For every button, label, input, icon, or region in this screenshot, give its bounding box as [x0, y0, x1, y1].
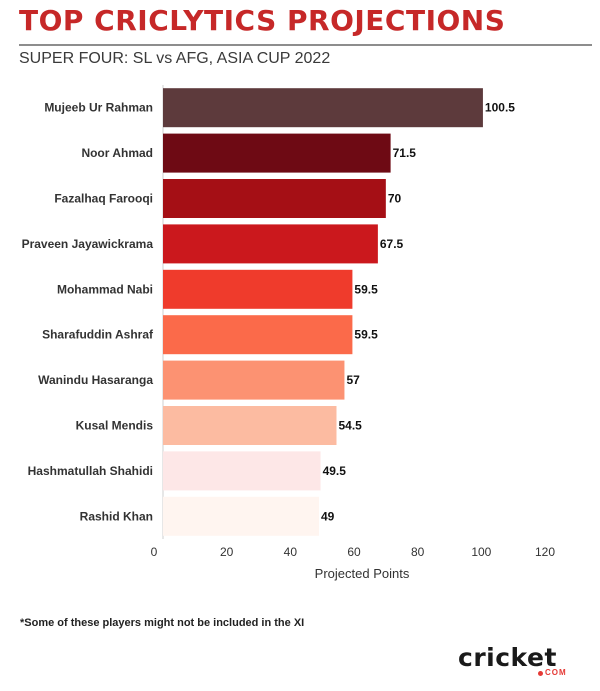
y-tick-label: Wanindu Hasaranga: [38, 373, 153, 387]
plot-area: Mujeeb Ur Rahman 100.5 Noor Ahmad 71.5 Fazal…: [22, 85, 555, 581]
y-tick-label: Mujeeb Ur Rahman: [44, 101, 153, 115]
x-tick-label: 0: [151, 545, 158, 559]
logo-sub: COM: [545, 668, 567, 677]
bar: [163, 315, 353, 355]
bar: [163, 88, 483, 128]
chart-title: TOP CRICLYTICS PROJECTIONS: [19, 4, 506, 37]
bar: [163, 224, 378, 264]
bar: [163, 133, 391, 173]
y-tick-label: Noor Ahmad: [81, 146, 153, 160]
bar: [163, 269, 353, 309]
y-tick-label: Fazalhaq Farooqi: [54, 192, 153, 206]
cricket-com-logo: cricket COM: [458, 645, 573, 681]
bar: [163, 451, 321, 491]
y-tick-label: Praveen Jayawickrama: [22, 237, 154, 251]
logo-wordmark: cricket: [458, 643, 557, 672]
y-tick-label: Sharafuddin Ashraf: [42, 328, 154, 342]
footnote: *Some of these players might not be incl…: [20, 617, 305, 629]
data-label: 70: [388, 192, 402, 206]
y-tick-label: Hashmatullah Shahidi: [28, 464, 153, 478]
bar: [163, 406, 337, 445]
x-axis-label: Projected Points: [315, 566, 410, 581]
data-label: 49.5: [323, 464, 347, 478]
bar: [163, 179, 386, 218]
bar: [163, 496, 319, 536]
bar: [163, 360, 345, 400]
x-tick-label: 60: [347, 545, 361, 559]
data-label: 54.5: [338, 419, 362, 433]
y-tick-label: Rashid Khan: [80, 509, 153, 523]
x-tick-label: 40: [284, 545, 298, 559]
x-tick-label: 120: [535, 545, 555, 559]
y-tick-label: Kusal Mendis: [76, 419, 154, 433]
data-label: 59.5: [354, 328, 378, 342]
data-label: 49: [321, 509, 335, 523]
title-divider: [19, 44, 592, 46]
y-tick-label: Mohammad Nabi: [57, 282, 153, 296]
x-tick-label: 100: [471, 545, 491, 559]
bar-chart: Mujeeb Ur Rahman 100.5 Noor Ahmad 71.5 Fazal…: [22, 85, 555, 581]
data-label: 57: [346, 373, 360, 387]
data-label: 71.5: [393, 146, 417, 160]
x-tick-label: 80: [411, 545, 425, 559]
chart-subtitle: SUPER FOUR: SL vs AFG, ASIA CUP 2022: [19, 50, 331, 67]
data-label: 59.5: [354, 282, 378, 296]
data-label: 100.5: [485, 101, 515, 115]
logo-dot-icon: [538, 671, 543, 676]
data-label: 67.5: [380, 237, 404, 251]
x-tick-label: 20: [220, 545, 234, 559]
